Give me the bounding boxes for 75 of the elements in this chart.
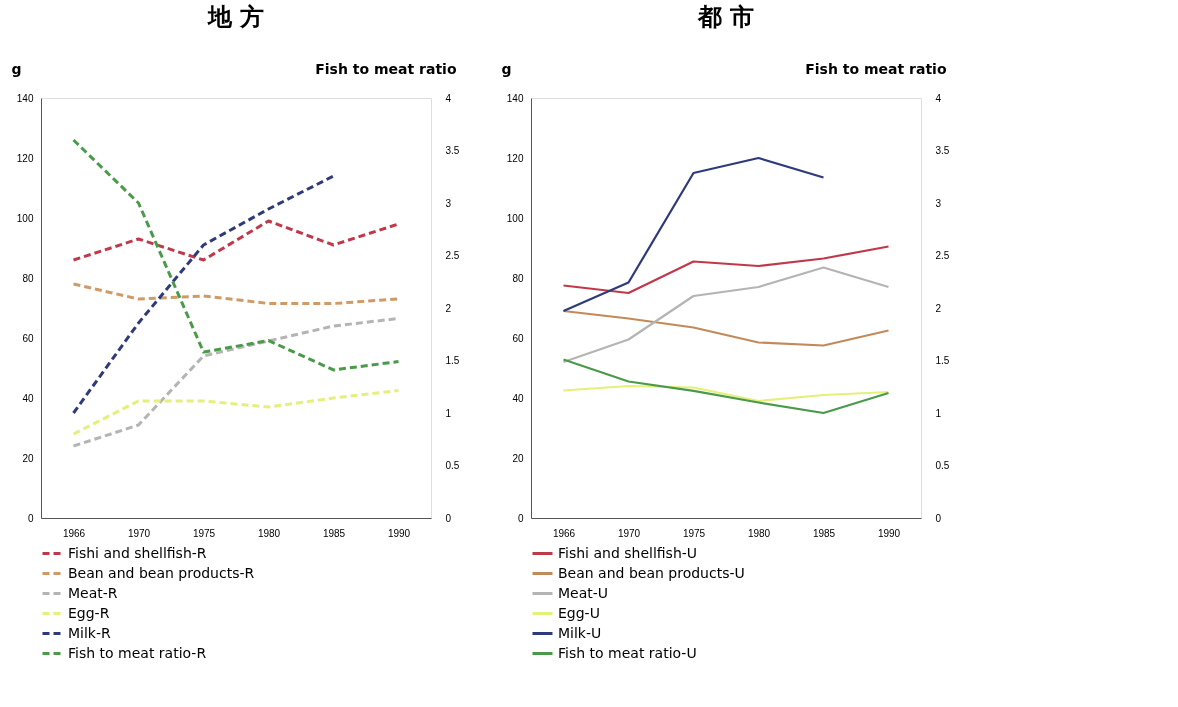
- x-tick-label: 1985: [812, 527, 836, 539]
- line-series: [562, 156, 825, 313]
- y-tick-label: 80: [22, 272, 34, 284]
- y2-tick-label: 0: [445, 512, 452, 524]
- legend-label: Fish to meat ratio-U: [558, 644, 697, 661]
- chart-title: 地 方: [206, 3, 265, 31]
- y-tick-label: 40: [512, 392, 524, 404]
- x-tick-label: 1975: [682, 527, 706, 539]
- y2-tick-label: 4: [935, 92, 942, 104]
- line-series: [562, 266, 890, 364]
- x-tick-label: 1990: [387, 527, 411, 539]
- line-series: [72, 282, 400, 305]
- x-tick-label: 1985: [322, 527, 346, 539]
- y2-tick-label: 2: [445, 302, 452, 314]
- y-tick-label: 120: [16, 152, 34, 164]
- y-tick-label: 20: [512, 452, 524, 464]
- x-tick-label: 1980: [257, 527, 281, 539]
- line-series: [72, 138, 400, 372]
- x-tick-label: 1970: [127, 527, 151, 539]
- y2-tick-label: 0.5: [445, 460, 460, 471]
- legend-label: Bean and bean products-U: [558, 564, 745, 581]
- y-tick-label: 0: [27, 512, 34, 524]
- legend-label: Egg-U: [558, 604, 600, 621]
- legend-label: Bean and bean products-R: [68, 564, 255, 581]
- line-series: [562, 384, 890, 403]
- legend-label: Egg-R: [68, 604, 110, 621]
- y-tick-label: 20: [22, 452, 34, 464]
- y2-tick-label: 1.5: [935, 355, 950, 366]
- x-tick-label: 1966: [62, 527, 86, 539]
- y2-tick-label: 1.5: [445, 355, 460, 366]
- legend-label: Fishi and shellfish-U: [558, 544, 698, 561]
- line-series: [562, 245, 890, 295]
- y-tick-label: 60: [22, 332, 34, 344]
- y2-tick-label: 2: [935, 302, 942, 314]
- y-tick-label: 100: [16, 212, 34, 224]
- y2-tick-label: 0: [935, 512, 942, 524]
- y-axis-title: g: [11, 60, 22, 77]
- y2-axis-title: Fish to meat ratio: [315, 60, 457, 77]
- legend-label: Meat-U: [558, 584, 609, 601]
- y2-tick-label: 3: [935, 197, 942, 209]
- legend-label: Milk-U: [558, 624, 602, 641]
- y2-axis-title: Fish to meat ratio: [805, 60, 947, 77]
- y-tick-label: 140: [16, 92, 34, 104]
- y2-tick-label: 4: [445, 92, 452, 104]
- x-tick-label: 1970: [617, 527, 641, 539]
- y2-tick-label: 2.5: [935, 250, 950, 261]
- y-tick-label: 80: [512, 272, 524, 284]
- x-tick-label: 1980: [747, 527, 771, 539]
- y2-tick-label: 0.5: [935, 460, 950, 471]
- chart-title: 都 市: [696, 3, 755, 31]
- line-series: [562, 358, 890, 415]
- x-tick-label: 1975: [192, 527, 216, 539]
- y-tick-label: 60: [512, 332, 524, 344]
- line-series: [72, 219, 400, 262]
- x-tick-label: 1990: [877, 527, 901, 539]
- y2-tick-label: 3.5: [445, 145, 460, 156]
- y-tick-label: 140: [506, 92, 524, 104]
- y2-tick-label: 1: [445, 407, 452, 419]
- y-tick-label: 0: [517, 512, 524, 524]
- y2-tick-label: 3: [445, 197, 452, 209]
- y2-tick-label: 3.5: [935, 145, 950, 156]
- line-series: [72, 174, 335, 415]
- x-tick-label: 1966: [552, 527, 576, 539]
- legend-label: Fishi and shellfish-R: [68, 544, 207, 561]
- y-tick-label: 40: [22, 392, 34, 404]
- y-tick-label: 100: [506, 212, 524, 224]
- y-axis-title: g: [501, 60, 512, 77]
- line-series: [562, 309, 890, 347]
- line-series: [72, 389, 400, 436]
- legend-label: Fish to meat ratio-R: [68, 644, 207, 661]
- legend-label: Meat-R: [68, 584, 118, 601]
- y-tick-label: 120: [506, 152, 524, 164]
- legend-label: Milk-R: [68, 624, 112, 641]
- y2-tick-label: 1: [935, 407, 942, 419]
- y2-tick-label: 2.5: [445, 250, 460, 261]
